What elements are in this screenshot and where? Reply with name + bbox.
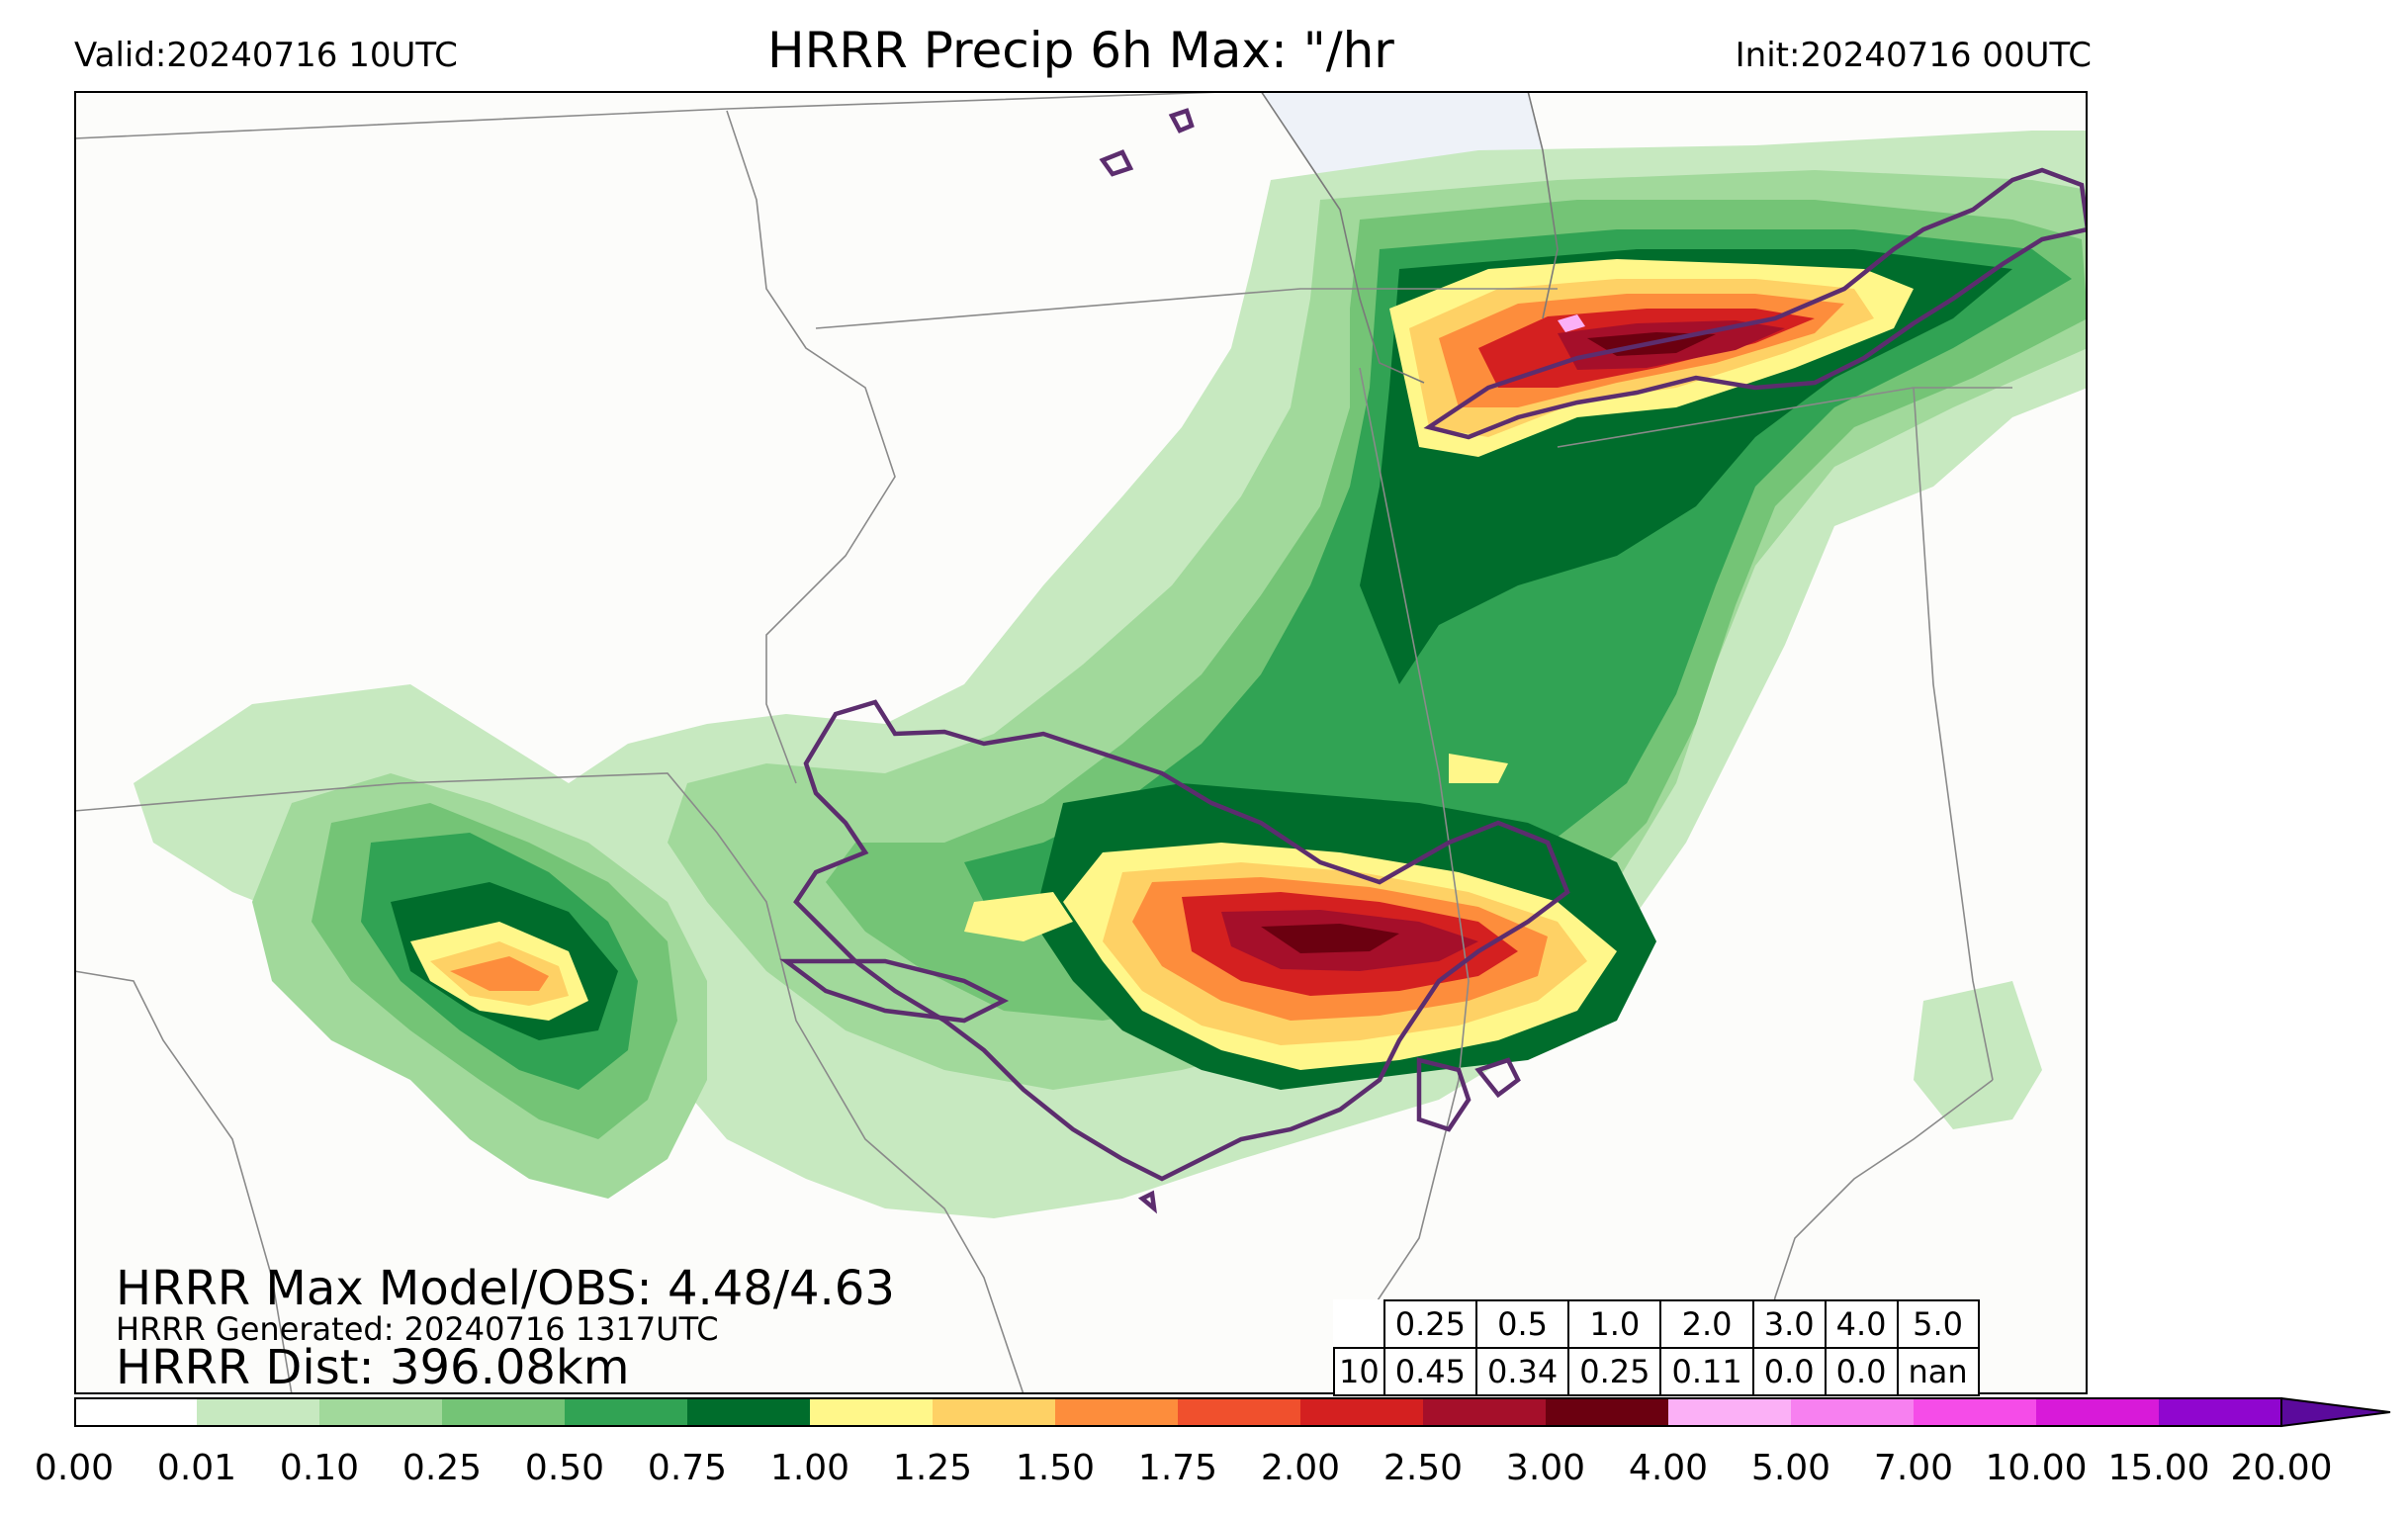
colorbar-segment: [1178, 1398, 1300, 1426]
colorbar-tick-label: 10.00: [1985, 1448, 2088, 1488]
colorbar-tick-label: 4.00: [1628, 1448, 1709, 1488]
colorbar-tick-label: 0.25: [401, 1448, 483, 1488]
colorbar-segment: [1300, 1398, 1423, 1426]
obs-contours: [779, 108, 2088, 1214]
colorbar-svg: [74, 1396, 2391, 1428]
colorbar-segment: [1423, 1398, 1546, 1426]
colorbar-tick-label: 2.50: [1382, 1448, 1464, 1488]
colorbar-tick-label: 0.75: [647, 1448, 728, 1488]
threshold-cell: 3.0: [1751, 1299, 1827, 1349]
score-cell: nan: [1896, 1347, 1980, 1396]
colorbar-segment: [1055, 1398, 1178, 1426]
colorbar-segment: [810, 1398, 933, 1426]
colorbar-extend-arrow: [2280, 1396, 2391, 1428]
threshold-cell: 0.5: [1474, 1299, 1570, 1349]
colorbar-tick-label: 0.50: [524, 1448, 605, 1488]
colorbar-segment: [2036, 1398, 2159, 1426]
threshold-cell: 1.0: [1567, 1299, 1662, 1349]
colorbar-segment: [442, 1398, 565, 1426]
score-cell: 0.0: [1751, 1347, 1827, 1396]
score-cell: 0.45: [1382, 1347, 1477, 1396]
init-time: Init:20240716 00UTC: [1735, 36, 2092, 75]
threshold-cell: 2.0: [1659, 1299, 1754, 1349]
colorbar-segment: [1668, 1398, 1791, 1426]
row-label: 10: [1333, 1347, 1385, 1396]
colorbar-tick-label: 1.25: [892, 1448, 973, 1488]
colorbar-segment: [1546, 1398, 1668, 1426]
score-table: 0.25 0.5 1.0 2.0 3.0 4.0 5.0 10 0.45 0.3…: [1333, 1299, 1980, 1396]
valid-time: Valid:20240716 10UTC: [74, 36, 458, 75]
threshold-cell: 4.0: [1824, 1299, 1899, 1349]
colorbar-outline: [74, 1397, 2282, 1427]
score-cell: 0.11: [1659, 1347, 1754, 1396]
colorbar: [74, 1396, 2408, 1448]
lake-coast: [1260, 91, 1425, 384]
score-table-value-row: 10 0.45 0.34 0.25 0.11 0.0 0.0 nan: [1333, 1347, 1980, 1396]
colorbar-tick-label: 2.00: [1260, 1448, 1341, 1488]
lake-coast-east: [1527, 91, 1559, 319]
colorbar-tick-label: 20.00: [2230, 1448, 2333, 1488]
colorbar-tick-label: 1.00: [769, 1448, 850, 1488]
precip-pink: [1558, 314, 1585, 332]
colorbar-tick-label: 1.50: [1015, 1448, 1096, 1488]
score-cell: 0.25: [1567, 1347, 1662, 1396]
generated-time: HRRR Generated: 20240716 1317UTC: [116, 1310, 719, 1348]
map-canvas: [74, 91, 2088, 1394]
colorbar-segment: [74, 1398, 197, 1426]
colorbar-segment: [2159, 1398, 2281, 1426]
threshold-cell: 0.25: [1382, 1299, 1477, 1349]
colorbar-tick-label: 0.00: [34, 1448, 115, 1488]
colorbar-tick-label: 7.00: [1873, 1448, 1954, 1488]
colorbar-tick-label: 0.10: [279, 1448, 360, 1488]
colorbar-segment: [687, 1398, 810, 1426]
colorbar-segment: [933, 1398, 1055, 1426]
colorbar-tick-label: 1.75: [1137, 1448, 1218, 1488]
colorbar-segment: [319, 1398, 442, 1426]
colorbar-segment: [565, 1398, 687, 1426]
colorbar-tick-label: 0.01: [156, 1448, 237, 1488]
map-title: HRRR Precip 6h Max: "/hr: [767, 22, 1394, 79]
colorbar-tick-label: 15.00: [2107, 1448, 2210, 1488]
colorbar-segment: [1914, 1398, 2036, 1426]
colorbar-tick-label: 5.00: [1750, 1448, 1831, 1488]
colorbar-segment: [1791, 1398, 1914, 1426]
precip-map: [74, 91, 2088, 1394]
score-cell: 0.34: [1474, 1347, 1570, 1396]
map-border: [74, 91, 2088, 1394]
colorbar-segment: [197, 1398, 319, 1426]
dist-stat: HRRR Dist: 396.08km: [116, 1340, 630, 1395]
score-cell: 0.0: [1824, 1347, 1899, 1396]
colorbar-tick-label: 3.00: [1505, 1448, 1586, 1488]
max-model-obs: HRRR Max Model/OBS: 4.48/4.63: [116, 1261, 895, 1316]
score-table-header-row: 0.25 0.5 1.0 2.0 3.0 4.0 5.0: [1334, 1299, 1980, 1349]
threshold-cell: 5.0: [1896, 1299, 1980, 1349]
boundaries: [74, 91, 2012, 1394]
